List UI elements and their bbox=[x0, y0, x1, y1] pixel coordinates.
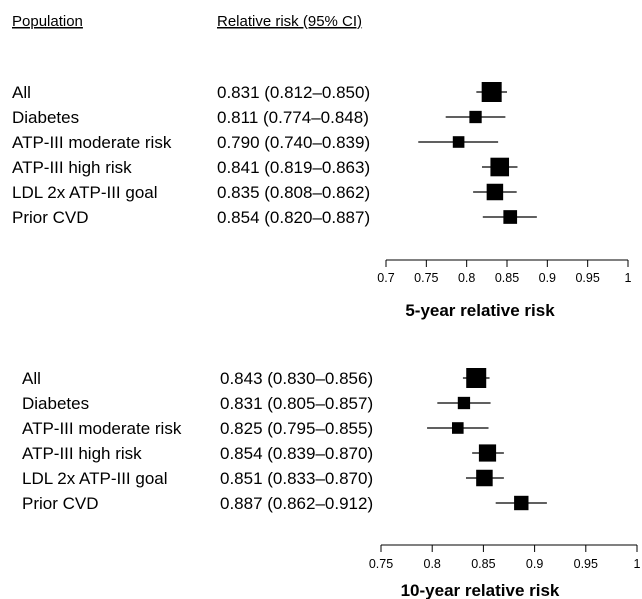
panel-5-year: All 0.831 (0.812–0.850) Diabetes 0.811 (0.7… bbox=[12, 82, 632, 320]
x-axis-title: 5-year relative risk bbox=[405, 301, 555, 320]
row-label: ATP-III moderate risk bbox=[12, 133, 172, 152]
estimate-marker bbox=[503, 210, 518, 224]
row-estimate-text: 0.843 (0.830–0.856) bbox=[220, 369, 373, 388]
row-estimate-text: 0.841 (0.819–0.863) bbox=[217, 158, 370, 177]
x-tick-label: 0.9 bbox=[539, 271, 556, 285]
row-estimate-text: 0.811 (0.774–0.848) bbox=[217, 108, 369, 127]
x-tick-label: 0.8 bbox=[458, 271, 475, 285]
estimate-marker bbox=[452, 422, 464, 434]
x-tick-label: 1 bbox=[634, 557, 641, 571]
estimate-marker bbox=[452, 136, 465, 148]
panel-10-year: All 0.843 (0.830–0.856) Diabetes 0.831 (0.8… bbox=[22, 368, 641, 599]
x-tick-label: 0.95 bbox=[575, 271, 599, 285]
population-header: Population bbox=[12, 13, 83, 30]
x-tick-label: 0.7 bbox=[377, 271, 394, 285]
row-label: ATP-III moderate risk bbox=[22, 419, 182, 438]
x-tick-label: 0.95 bbox=[574, 557, 598, 571]
row-label: Prior CVD bbox=[22, 494, 99, 513]
estimate-marker bbox=[457, 396, 471, 410]
x-tick-label: 1 bbox=[625, 271, 632, 285]
row-estimate-text: 0.887 (0.862–0.912) bbox=[220, 494, 373, 513]
x-tick-label: 0.8 bbox=[424, 557, 441, 571]
x-tick-label: 0.85 bbox=[471, 557, 495, 571]
row-label: LDL 2x ATP-III goal bbox=[22, 469, 168, 488]
estimate-marker bbox=[478, 444, 497, 462]
row-estimate-text: 0.831 (0.805–0.857) bbox=[220, 394, 373, 413]
row-label: Prior CVD bbox=[12, 208, 89, 227]
estimate-marker bbox=[476, 469, 493, 487]
row-estimate-text: 0.831 (0.812–0.850) bbox=[217, 83, 370, 102]
x-tick-label: 0.75 bbox=[414, 271, 438, 285]
x-axis-title: 10-year relative risk bbox=[401, 581, 560, 599]
estimate-marker bbox=[486, 183, 504, 201]
row-label: All bbox=[22, 369, 41, 388]
row-label: Diabetes bbox=[12, 108, 79, 127]
estimate-marker bbox=[490, 157, 510, 177]
row-label: ATP-III high risk bbox=[12, 158, 132, 177]
estimate-marker bbox=[481, 82, 502, 102]
row-label: Diabetes bbox=[22, 394, 89, 413]
estimate-marker bbox=[469, 110, 482, 124]
row-estimate-text: 0.854 (0.839–0.870) bbox=[220, 444, 373, 463]
row-label: ATP-III high risk bbox=[22, 444, 142, 463]
row-estimate-text: 0.851 (0.833–0.870) bbox=[220, 469, 373, 488]
estimate-marker bbox=[514, 495, 529, 511]
estimate-marker bbox=[466, 368, 487, 388]
x-tick-label: 0.9 bbox=[526, 557, 543, 571]
row-estimate-text: 0.790 (0.740–0.839) bbox=[217, 133, 370, 152]
row-label: LDL 2x ATP-III goal bbox=[12, 183, 158, 202]
relative-risk-header: Relative risk (95% CI) bbox=[217, 13, 362, 30]
row-estimate-text: 0.835 (0.808–0.862) bbox=[217, 183, 370, 202]
x-tick-label: 0.75 bbox=[369, 557, 393, 571]
row-estimate-text: 0.825 (0.795–0.855) bbox=[220, 419, 373, 438]
row-estimate-text: 0.854 (0.820–0.887) bbox=[217, 208, 370, 227]
row-label: All bbox=[12, 83, 31, 102]
x-tick-label: 0.85 bbox=[495, 271, 519, 285]
